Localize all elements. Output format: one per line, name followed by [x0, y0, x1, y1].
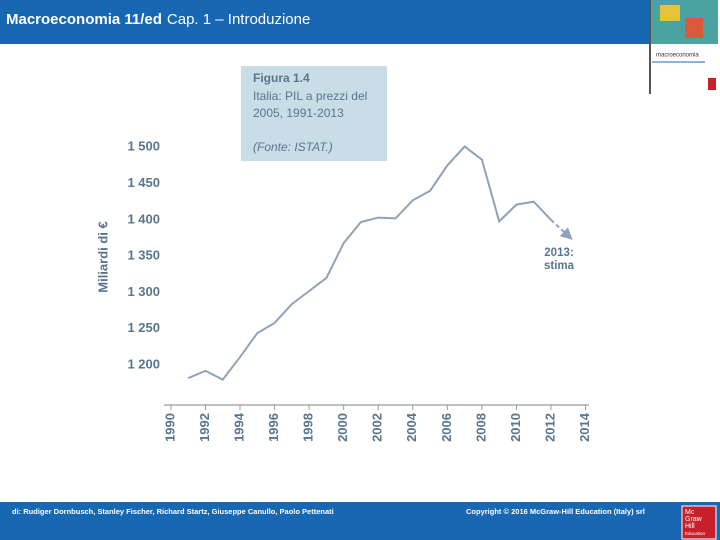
figure-title: Figura 1.4 — [253, 71, 310, 85]
logo-text: Graw — [685, 516, 703, 523]
x-tick-label: 1998 — [301, 413, 316, 442]
cover-logo — [708, 78, 716, 90]
x-tick-label: 1992 — [197, 413, 212, 442]
annotation: stima — [544, 260, 575, 272]
figure-source: (Fonte: ISTAT.) — [253, 140, 333, 154]
x-tick-label: 1990 — [162, 413, 177, 442]
logo-box — [681, 505, 717, 540]
y-tick-label: 1 300 — [127, 284, 160, 299]
header-bar — [0, 0, 650, 44]
header-title: Macroeconomia 11/ed Cap. 1 – Introduzione — [6, 11, 310, 28]
x-tick-label: 1996 — [266, 413, 281, 442]
y-tick-label: 1 450 — [127, 175, 160, 190]
y-axis-label: Miliardi di € — [95, 221, 110, 293]
x-tick-label: 2000 — [335, 413, 350, 442]
x-tick-label: 1994 — [231, 412, 246, 442]
logo-text: Mc — [685, 509, 695, 516]
estimate-line — [550, 219, 573, 240]
cover-label: macroeconomia — [656, 53, 699, 59]
x-tick-label: 2012 — [542, 413, 557, 442]
x-tick-label: 2014 — [577, 412, 592, 442]
figure-box — [241, 66, 387, 161]
x-tick-label: 2008 — [473, 413, 488, 442]
y-tick-label: 1 500 — [127, 139, 160, 154]
logo-text: Hill — [685, 523, 695, 530]
header-title-bold: Macroeconomia 11/ed — [6, 11, 162, 28]
cover-art — [660, 5, 680, 21]
annotation: 2013: — [544, 247, 573, 259]
footer-authors: di: Rudiger Dornbusch, Stanley Fischer, … — [12, 507, 334, 516]
x-tick-label: 2006 — [439, 413, 454, 442]
y-tick-label: 1 250 — [127, 320, 160, 335]
y-tick-label: 1 400 — [127, 211, 160, 226]
y-tick-label: 1 200 — [127, 357, 160, 372]
figure-subtitle: Italia: PIL a prezzi del — [253, 89, 367, 103]
x-tick-label: 2002 — [370, 413, 385, 442]
footer-copyright: Copyright © 2016 McGraw-Hill Education (… — [466, 507, 645, 516]
x-tick-label: 2004 — [404, 412, 419, 442]
figure-subtitle: 2005, 1991-2013 — [253, 106, 344, 120]
plot: 1 200 1 250 1 300 1 350 1 400 1 450 1 500 1990 1… — [127, 139, 592, 442]
logo-text: Education — [685, 531, 706, 536]
data-line — [187, 145, 552, 381]
x-tick-label: 2010 — [508, 413, 523, 442]
header-title-rest: Cap. 1 – Introduzione — [167, 11, 310, 28]
y-tick-label: 1 350 — [127, 248, 160, 263]
footer-bar — [0, 502, 720, 540]
cover-art — [685, 18, 703, 38]
book-cover: macroeconomia — [649, 0, 718, 94]
